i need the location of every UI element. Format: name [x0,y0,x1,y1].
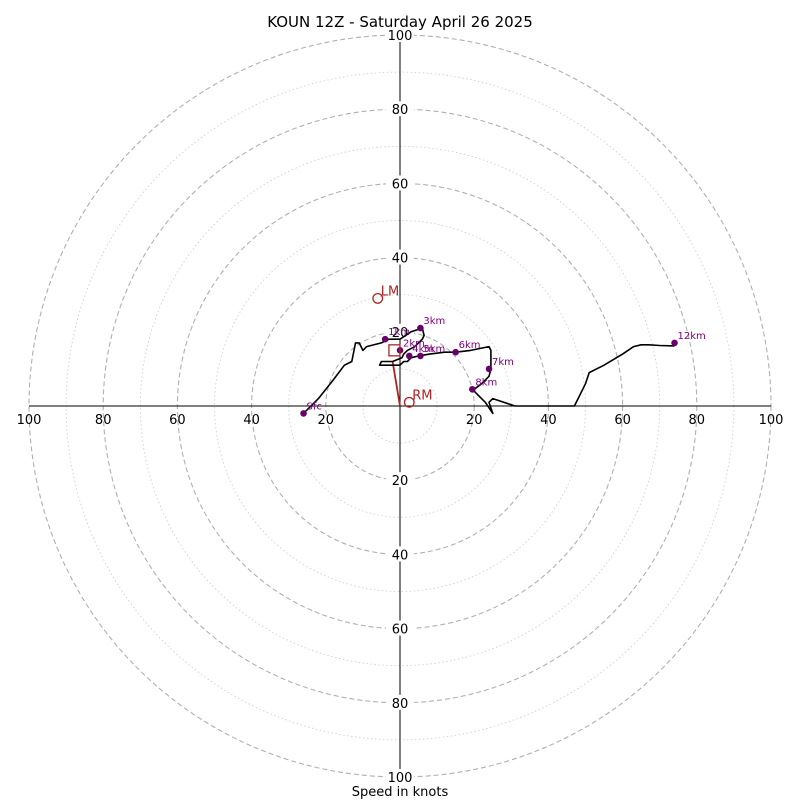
shear-vector-line [391,361,401,407]
x-tick-label: 80 [689,413,706,428]
height-label-Sfc: Sfc [307,401,322,412]
x-tick-label: 100 [17,413,42,428]
x-tick-label: 60 [614,413,631,428]
height-label-6km: 6km [459,340,481,351]
storm-motion-markers: LM RM [372,284,433,408]
y-tick-label-bg [386,249,414,265]
storm-motion-label-RM: RM [412,388,432,403]
height-label-12km: 12km [678,331,706,342]
y-tick-label-bg [386,101,414,117]
y-tick-label: 100 [388,771,413,786]
y-tick-label: 100 [388,29,413,44]
storm-motion-RM [403,396,415,408]
y-tick-label-bg [386,769,414,784]
height-marker-5km [417,352,424,360]
height-marker-6km [452,348,459,356]
x-tick-label: 100 [759,413,784,428]
y-tick-label: 40 [392,252,409,267]
chart-title: KOUN 12Z - Saturday April 26 2025 [267,13,533,31]
y-tick-label-bg [386,175,414,191]
height-label-3km: 3km [423,316,445,327]
shear-vector [391,361,401,407]
y-tick-label-bg [386,27,414,42]
x-tick-label: 20 [318,413,335,428]
mean-wind-marker [388,344,401,357]
x-tick-label: 60 [169,413,186,428]
x-tick-label: 80 [95,413,112,428]
y-tick-label-bg [386,694,414,710]
height-label-4km: 4km [412,344,434,355]
y-tick-label: 80 [392,103,409,118]
height-marker-1km [381,335,389,343]
y-tick-label-bg [386,546,414,562]
storm-motion-LM [372,292,384,304]
height-label-2km: 2km [403,338,425,349]
x-tick-label: 40 [540,413,557,428]
height-label-8km: 8km [475,377,497,388]
y-tick-label: 60 [392,177,409,192]
height-marker-3km [417,324,424,332]
y-tick-label: 40 [392,548,409,563]
height-marker-12km [671,339,678,347]
x-tick-label: 40 [243,413,260,428]
height-label-1km: 1km [388,327,410,338]
storm-motion-label-LM: LM [381,284,399,299]
y-tick-label-bg [386,472,414,488]
height-label-7km: 7km [492,357,514,368]
y-tick-label: 80 [392,697,409,712]
x-tick-label: 20 [466,413,483,428]
y-tick-label: 20 [392,474,409,489]
height-marker-8km [469,386,476,393]
height-label-5km: 5km [423,344,445,355]
x-axis-label: Speed in knots [352,785,449,800]
height-marker-7km [485,365,493,373]
y-tick-label-bg [386,620,414,636]
y-tick-label: 60 [392,623,409,638]
height-marker-Sfc [300,410,307,417]
height-marker-4km [405,352,413,360]
